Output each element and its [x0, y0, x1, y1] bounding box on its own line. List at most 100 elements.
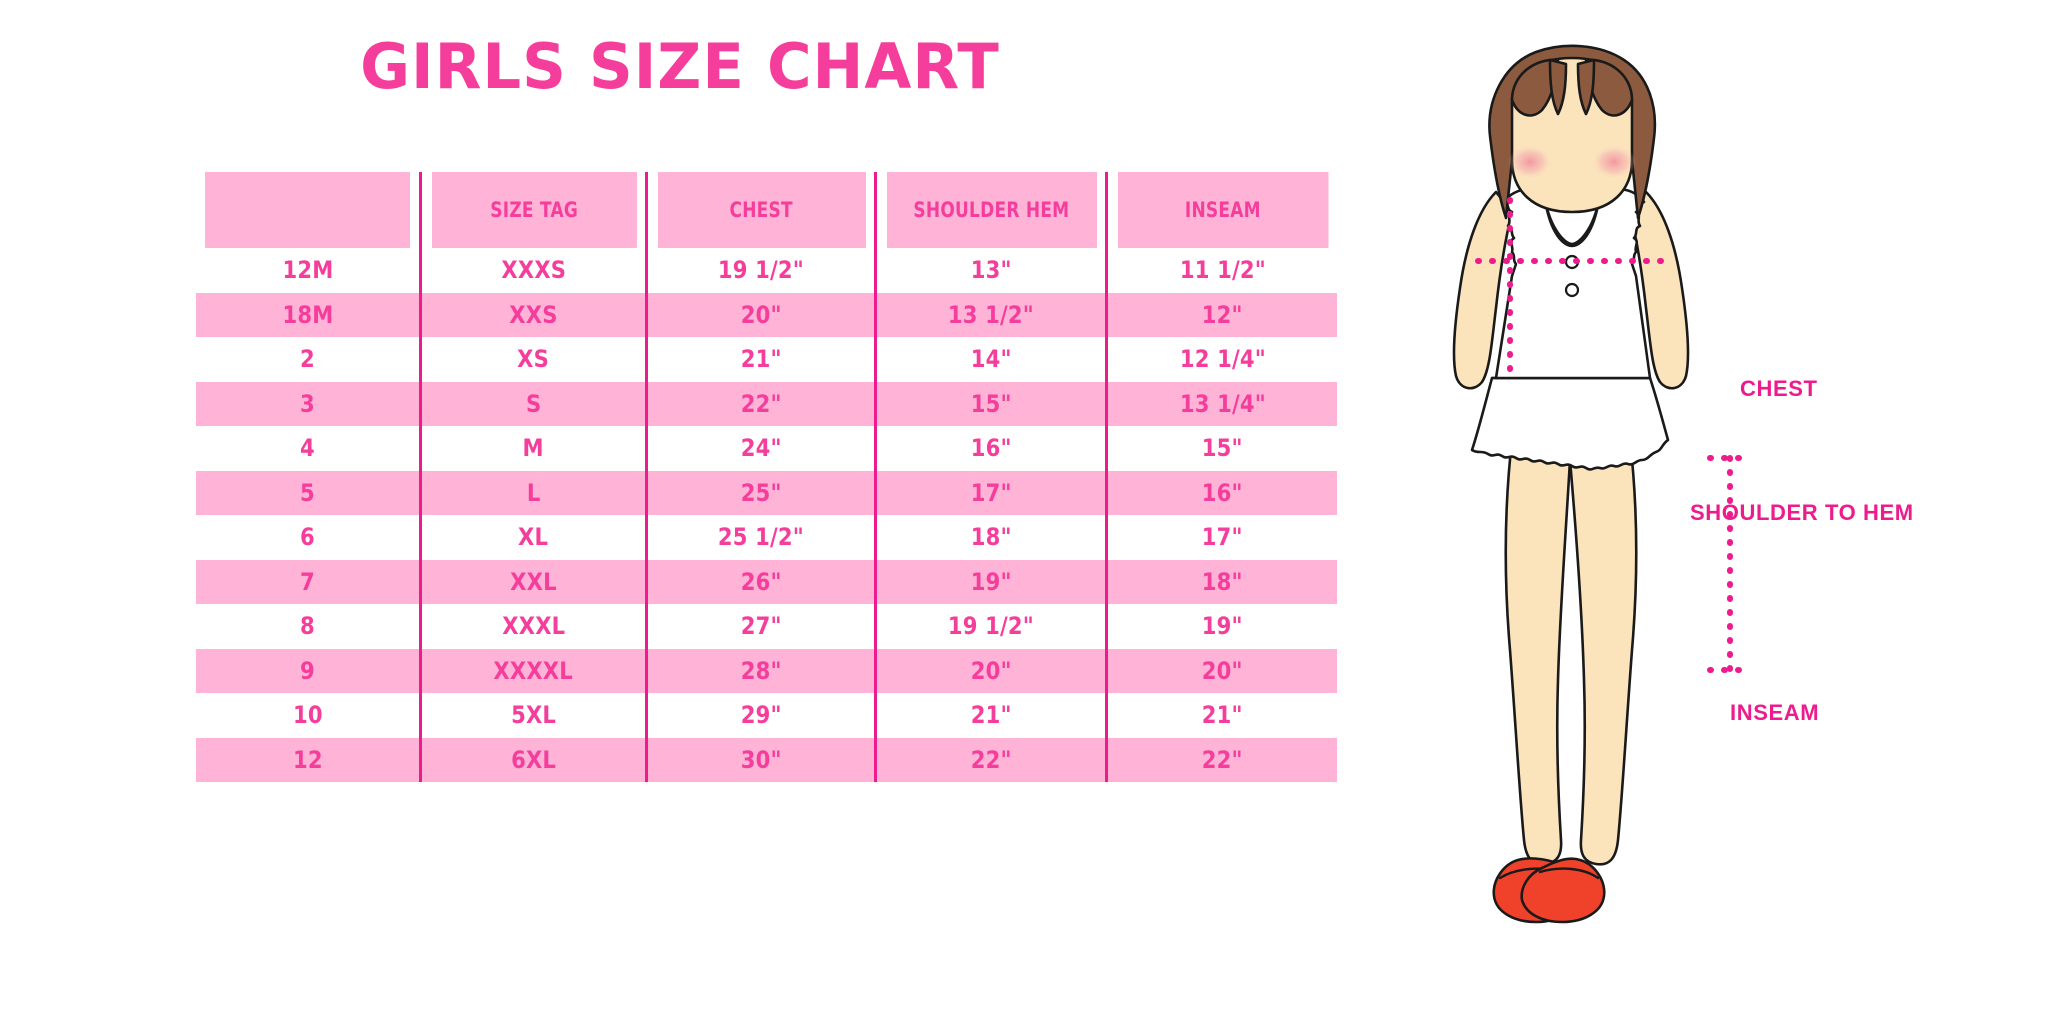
- cell-value-shoulder-hem: 19 1/2": [947, 612, 1035, 641]
- table-header-row: SIZE TAG CHEST SHOULDER HEM INSEAM: [196, 172, 1337, 248]
- cell-value-size-tag: S: [525, 389, 542, 418]
- cell-value-size: 12: [292, 745, 323, 774]
- cell-value-shoulder-hem: 19": [970, 567, 1012, 596]
- table-row: 12M XXXS 19 1/2" 13" 11 1/2": [196, 248, 1337, 293]
- cell-size: 4: [196, 426, 422, 471]
- cell-size-tag: XL: [420, 515, 648, 560]
- shoe-right: [1520, 857, 1606, 924]
- cell-value-size: 5: [300, 478, 315, 507]
- cell-value-size-tag: XXXL: [501, 612, 566, 641]
- column-header-label: INSEAM: [1184, 198, 1261, 222]
- cell-size-tag: XXL: [420, 559, 648, 604]
- arms: [1452, 190, 1690, 390]
- cell-value-shoulder-hem: 14": [970, 345, 1012, 374]
- cell-size-tag: 5XL: [420, 693, 648, 738]
- cell-size: 6: [196, 515, 422, 560]
- cell-value-chest: 26": [740, 567, 782, 596]
- table-row: 8 XXXL 27" 19 1/2" 19": [196, 604, 1337, 649]
- cell-size: 3: [196, 381, 422, 426]
- cell-value-chest: 30": [740, 745, 782, 774]
- cell-value-chest: 25 1/2": [717, 523, 805, 552]
- table-row: 7 XXL 26" 19" 18": [196, 559, 1337, 604]
- cell-inseam: 12 1/4": [1106, 337, 1337, 382]
- cell-shoulder-hem: 16": [875, 426, 1108, 471]
- column-header-inseam: INSEAM: [1115, 172, 1328, 248]
- cell-size-tag: XXS: [420, 292, 648, 337]
- cell-value-size-tag: XXS: [509, 300, 558, 329]
- cell-value-shoulder-hem: 20": [970, 656, 1012, 685]
- cell-value-inseam: 12 1/4": [1179, 345, 1266, 374]
- column-header-label: SIZE TAG: [489, 198, 578, 222]
- table-body: 12M XXXS 19 1/2" 13" 11 1/2" 18M XXS 20" 13 1/2"…: [196, 248, 1337, 782]
- girl-figure-illustration: [1400, 40, 1820, 990]
- cell-size: 18M: [196, 292, 422, 337]
- page-title: GIRLS SIZE CHART: [360, 30, 1000, 103]
- cell-inseam: 18": [1106, 559, 1337, 604]
- cell-inseam: 19": [1106, 604, 1337, 649]
- cell-value-size: 8: [300, 612, 315, 641]
- cell-value-size-tag: M: [522, 434, 545, 463]
- red-mary-jane-shoes: [1492, 857, 1606, 924]
- cell-value-chest: 29": [740, 701, 782, 730]
- cell-value-size-tag: XXXS: [501, 256, 566, 285]
- sleeveless-ruffle-top: [1494, 187, 1652, 380]
- head: [1488, 44, 1657, 220]
- cell-size-tag: XXXXL: [420, 648, 648, 693]
- cell-inseam: 13 1/4": [1106, 381, 1337, 426]
- cell-shoulder-hem: 19": [875, 559, 1108, 604]
- cell-shoulder-hem: 17": [875, 470, 1108, 515]
- column-header-chest: CHEST: [655, 172, 868, 248]
- table-row: 2 XS 21" 14" 12 1/4": [196, 337, 1337, 382]
- cell-value-size: 12M: [282, 256, 333, 285]
- cell-value-size-tag: XL: [518, 523, 549, 552]
- cell-size-tag: XXXL: [420, 604, 648, 649]
- cell-value-shoulder-hem: 21": [970, 701, 1012, 730]
- cell-chest: 21": [646, 337, 877, 382]
- cell-chest: 29": [646, 693, 877, 738]
- cell-inseam: 21": [1106, 693, 1337, 738]
- cell-inseam: 17": [1106, 515, 1337, 560]
- cell-value-size: 3: [300, 389, 315, 418]
- cell-chest: 25 1/2": [646, 515, 877, 560]
- cell-value-shoulder-hem: 16": [970, 434, 1012, 463]
- cell-value-size-tag: XXL: [510, 567, 557, 596]
- cell-chest: 30": [646, 737, 877, 782]
- cell-size-tag: S: [420, 381, 648, 426]
- cell-shoulder-hem: 18": [875, 515, 1108, 560]
- table-row: 10 5XL 29" 21" 21": [196, 693, 1337, 738]
- cell-size-tag: XXXS: [420, 248, 648, 293]
- cell-shoulder-hem: 20": [875, 648, 1108, 693]
- table-row: 4 M 24" 16" 15": [196, 426, 1337, 471]
- cell-value-inseam: 20": [1202, 656, 1243, 685]
- callout-label-chest: CHEST: [1740, 376, 1818, 401]
- cell-chest: 20": [646, 292, 877, 337]
- cell-value-shoulder-hem: 13": [970, 256, 1012, 285]
- cell-size-tag: M: [420, 426, 648, 471]
- cell-size: 9: [196, 648, 422, 693]
- cell-value-size: 6: [300, 523, 315, 552]
- cell-chest: 25": [646, 470, 877, 515]
- column-header-size: [204, 172, 413, 248]
- table-row: 6 XL 25 1/2" 18" 17": [196, 515, 1337, 560]
- cell-size: 12M: [196, 248, 422, 293]
- cell-shoulder-hem: 15": [875, 381, 1108, 426]
- cell-shoulder-hem: 21": [875, 693, 1108, 738]
- cell-value-chest: 24": [740, 434, 782, 463]
- cell-inseam: 16": [1106, 470, 1337, 515]
- cell-value-size-tag: 5XL: [511, 701, 556, 730]
- cell-size: 7: [196, 559, 422, 604]
- cell-value-chest: 27": [740, 612, 782, 641]
- cell-chest: 26": [646, 559, 877, 604]
- cell-value-shoulder-hem: 18": [970, 523, 1012, 552]
- cell-shoulder-hem: 19 1/2": [875, 604, 1108, 649]
- cell-size-tag: XS: [420, 337, 648, 382]
- cell-value-inseam: 18": [1202, 567, 1243, 596]
- cell-shoulder-hem: 14": [875, 337, 1108, 382]
- cell-value-inseam: 16": [1202, 478, 1243, 507]
- callout-label-shoulder-to-hem: SHOULDER TO HEM: [1690, 500, 1914, 525]
- cell-value-size: 2: [300, 345, 315, 374]
- cell-value-inseam: 13 1/4": [1179, 389, 1266, 418]
- cell-value-inseam: 12": [1202, 300, 1243, 329]
- cell-value-shoulder-hem: 22": [970, 745, 1012, 774]
- cell-size: 8: [196, 604, 422, 649]
